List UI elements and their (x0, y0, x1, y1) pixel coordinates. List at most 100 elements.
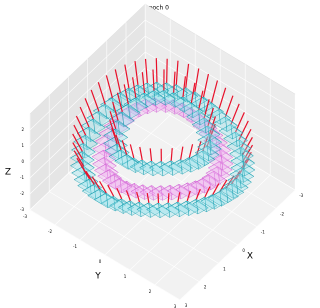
frustum-face (132, 92, 145, 100)
frustum-face (167, 184, 180, 192)
frustum-face (71, 166, 84, 174)
frustum-face (175, 182, 188, 190)
frustum-axis (116, 92, 123, 113)
frustum-axis (208, 124, 216, 141)
z-tick-label: -2 (20, 191, 24, 196)
frustum-face (100, 97, 113, 105)
frustum-axis (231, 170, 241, 184)
frustum-axis (170, 148, 173, 161)
frustum-face (142, 97, 156, 105)
frustum-axis (186, 190, 191, 202)
frustum-face (192, 117, 205, 125)
frustum-face (227, 173, 240, 181)
frustum-axis (230, 103, 240, 125)
frustum-face (87, 188, 100, 196)
frustum-face (195, 145, 208, 153)
frustum-axis (224, 95, 234, 117)
frustum-axis (124, 64, 130, 89)
axes-panes (29, 3, 296, 301)
frustum-face (130, 159, 143, 167)
frustum-axis (134, 61, 139, 85)
frustums (69, 58, 256, 219)
frustum-axis (180, 146, 184, 160)
frustum-axis (190, 82, 196, 104)
frustum-axis (242, 144, 254, 162)
x-tick-label: -1 (261, 230, 265, 235)
frustum-axis (114, 69, 121, 93)
frustum-face (158, 185, 171, 193)
frustum-axis (218, 87, 227, 110)
frustum-axis (197, 90, 204, 111)
grid-line (145, 99, 296, 191)
frustum-face (218, 124, 232, 132)
frustum-axis (209, 116, 216, 134)
y-tick-label: -3 (23, 214, 27, 219)
frustum-axis (129, 144, 135, 158)
frustum-face (99, 126, 112, 134)
frustum-axis (141, 72, 146, 94)
frustum-face (190, 178, 204, 186)
frustum-face (230, 154, 243, 162)
frustum-face (122, 183, 135, 191)
y-tick-label: 2 (149, 289, 152, 294)
y-tick-label: -2 (48, 229, 52, 234)
frustum-axis (75, 115, 87, 136)
frustum-face (92, 142, 106, 150)
frustum-face (82, 184, 95, 192)
frustum-face (109, 149, 122, 157)
frustum-face (164, 84, 177, 92)
frustum-face (109, 198, 122, 206)
frustum-axis (194, 68, 200, 92)
frustum-axis (112, 101, 119, 121)
frustum-face (71, 143, 84, 151)
frustum-axis (155, 58, 158, 83)
frustum-face (219, 183, 232, 191)
frustum-axis (139, 146, 143, 161)
z-tick-label: -1 (20, 175, 24, 180)
z-tick-label: 0 (21, 159, 24, 164)
frustum-axis (79, 106, 90, 128)
frustum-face (183, 180, 196, 188)
frustum-axis (212, 183, 220, 195)
grid-line (179, 189, 296, 301)
x-axis-label: X (247, 252, 253, 262)
frustum-face (182, 91, 195, 99)
frustum-axis (185, 63, 190, 88)
grid-line (54, 114, 171, 226)
frustum-face (149, 161, 162, 169)
frustum-axis (240, 128, 252, 148)
z-axis-label: Z (5, 168, 11, 178)
grid-line (29, 35, 146, 147)
frustum-face (127, 201, 140, 209)
grid-line (79, 129, 196, 241)
frustum-face (93, 104, 106, 112)
frustum-axis (207, 107, 214, 127)
grid-line (154, 174, 271, 286)
frustum-face (130, 184, 144, 192)
frustum-axis (177, 192, 181, 203)
frustum-face (213, 116, 226, 124)
chart-title: epoch 0 (145, 5, 169, 12)
frustum-face (165, 201, 178, 209)
frustum-axis (146, 192, 150, 203)
frustum-axis (132, 77, 137, 98)
frustum-axis (121, 140, 128, 155)
frustum-face (161, 92, 174, 100)
frustum-axis (167, 193, 170, 203)
frustum-axis (73, 150, 85, 167)
frustum-axis (116, 187, 123, 200)
frustum-face (168, 159, 181, 167)
frustum-face (161, 99, 174, 107)
frustum-axis (182, 76, 187, 97)
frustum-face (139, 185, 152, 193)
frustum-face (97, 169, 110, 177)
frustum-axis (90, 89, 100, 112)
frustum-face (94, 163, 107, 171)
z-tick-label: -3 (20, 207, 24, 212)
frustum-face (102, 174, 115, 182)
frustum-face (184, 154, 197, 162)
frustum-face (135, 82, 148, 90)
frustum-face (105, 143, 118, 151)
frustum-axis (80, 164, 91, 180)
frustum-axis (175, 60, 179, 85)
